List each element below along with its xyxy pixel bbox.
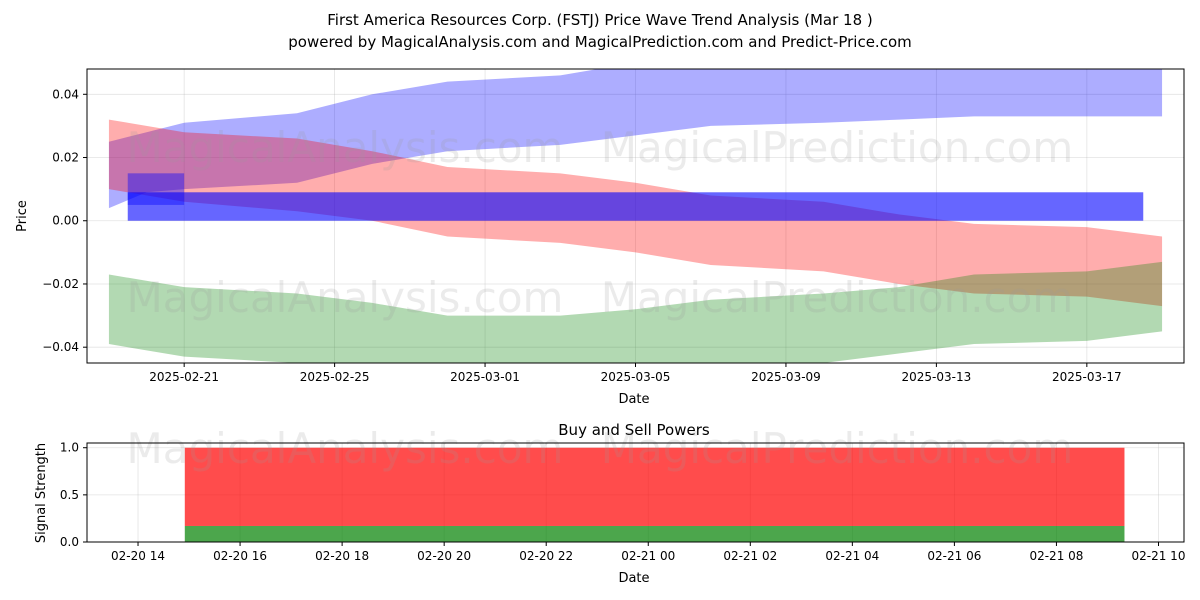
- signal-x-tick-label: 02-21 00: [621, 549, 675, 563]
- price-bars: [127, 173, 1144, 221]
- price-x-axis-label: Date: [618, 392, 649, 407]
- signal-x-tick-label: 02-20 22: [519, 549, 573, 563]
- chart-subtitle: powered by MagicalAnalysis.com and Magic…: [288, 33, 912, 51]
- signal-y-axis-label: Signal Strength: [34, 443, 49, 543]
- price-x-tick-label: 2025-03-17: [1052, 370, 1122, 384]
- signal-x-tick-label: 02-21 08: [1029, 549, 1083, 563]
- price-y-tick-label: −0.02: [42, 277, 79, 291]
- buy-power-bar: [184, 525, 1125, 542]
- price-x-tick-label: 2025-02-21: [149, 370, 219, 384]
- price-y-tick-label: 0.02: [52, 151, 79, 165]
- signal-x-tick-label: 02-20 16: [213, 549, 267, 563]
- chart-title: First America Resources Corp. (FSTJ) Pri…: [327, 11, 873, 29]
- signal-x-tick-label: 02-20 18: [315, 549, 369, 563]
- blue-wave-band: [108, 69, 1163, 209]
- price-x-tick-label: 2025-03-01: [450, 370, 520, 384]
- signal-ticks: 02-20 14 02-20 16 02-20 18 02-20 20 02-20 22…: [60, 441, 1186, 563]
- watermark-prediction-bottom: MagicalPrediction.com: [601, 424, 1074, 473]
- price-x-tick-label: 2025-03-09: [751, 370, 821, 384]
- price-y-axis-label: Price: [15, 200, 30, 232]
- signal-chart-title: Buy and Sell Powers: [558, 421, 710, 439]
- watermark-analysis-top: MagicalAnalysis.com: [127, 123, 564, 172]
- signal-x-tick-label: 02-21 04: [825, 549, 879, 563]
- price-chart: MagicalAnalysis.com MagicalPrediction.co…: [15, 68, 1185, 407]
- watermark-analysis-bottom: MagicalAnalysis.com: [127, 424, 564, 473]
- price-y-tick-label: 0.04: [52, 87, 79, 101]
- signal-x-tick-label: 02-20 20: [417, 549, 471, 563]
- signal-x-tick-label: 02-21 06: [927, 549, 981, 563]
- green-wave-band: [108, 261, 1163, 363]
- watermark-analysis-mid: MagicalAnalysis.com: [127, 273, 564, 322]
- signal-chart: Buy and Sell Powers MagicalAnalysis.com …: [34, 421, 1185, 586]
- sell-power-bar: [184, 447, 1125, 526]
- price-y-tick-label: 0.00: [52, 214, 79, 228]
- signal-x-tick-label: 02-21 02: [723, 549, 777, 563]
- signal-y-tick-label: 1.0: [60, 441, 79, 455]
- price-x-tick-label: 2025-03-13: [902, 370, 972, 384]
- watermark-prediction-mid: MagicalPrediction.com: [601, 273, 1074, 322]
- signal-x-axis-label: Date: [618, 571, 649, 586]
- price-y-tick-label: −0.04: [42, 340, 79, 354]
- signal-y-tick-label: 0.0: [60, 535, 79, 549]
- blue-trend-bar: [127, 192, 1144, 221]
- signal-bars: [184, 447, 1125, 542]
- signal-x-tick-label: 02-21 10: [1132, 549, 1186, 563]
- signal-plot-frame: [86, 442, 1185, 543]
- watermark-prediction-top: MagicalPrediction.com: [601, 123, 1074, 172]
- blue-trend-bar: [127, 173, 185, 205]
- price-ticks: 2025-02-21 2025-02-25 2025-03-01 2025-03-05…: [42, 87, 1121, 384]
- price-x-tick-label: 2025-03-05: [601, 370, 671, 384]
- price-x-tick-label: 2025-02-25: [300, 370, 370, 384]
- signal-y-tick-label: 0.5: [60, 488, 79, 502]
- signal-x-tick-label: 02-20 14: [111, 549, 165, 563]
